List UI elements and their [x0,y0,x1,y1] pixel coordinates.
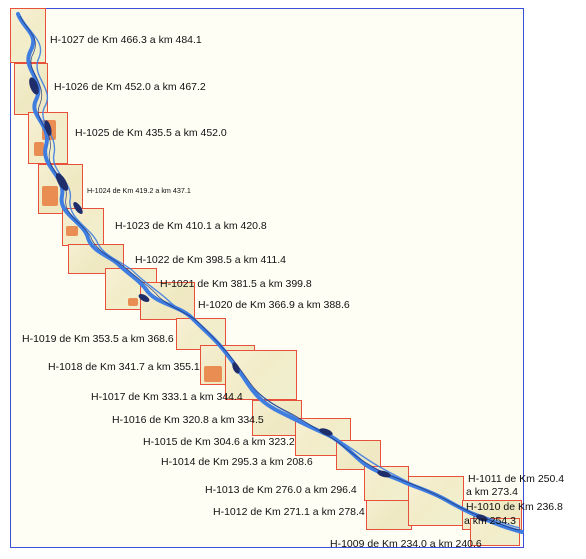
label-h1009: H-1009 de Km 234.0 a km 240.6 [330,538,482,550]
sheet-h1017[interactable] [225,350,297,400]
label-h1012: H-1012 de Km 271.1 a km 278.4 [213,506,365,518]
label-h1014: H-1014 de Km 295.3 a km 208.6 [161,456,313,468]
label-h1016: H-1016 de Km 320.8 a km 334.5 [112,414,264,426]
label-h1025: H-1025 de Km 435.5 a km 452.0 [75,127,227,139]
river-secondary-channel [21,19,521,529]
urban-area [128,298,138,306]
island [377,470,391,478]
label-h1026: H-1026 de Km 452.0 a km 467.2 [54,81,206,93]
label-h1022: H-1022 de Km 398.5 a km 411.4 [135,254,286,266]
label-h1017: H-1017 de Km 333.1 a km 344.4 [91,391,243,403]
island [73,202,83,214]
label-h1010-line1: H-1010 de Km 236.8 [466,501,563,513]
label-h1011-line1: H-1011 de Km 250.4 [468,473,565,485]
label-h1024: H-1024 de Km 419.2 a km 437.1 [87,186,191,195]
urban-area [34,142,44,156]
label-h1019: H-1019 de Km 353.5 a km 368.6 [22,333,174,345]
island [44,120,52,136]
urban-area [66,226,78,236]
label-h1015: H-1015 de Km 304.6 a km 323.2 [143,436,295,448]
label-h1013: H-1013 de Km 276.0 a km 296.4 [205,484,357,496]
label-h1023: H-1023 de Km 410.1 a km 420.8 [115,220,267,232]
island [232,362,240,374]
label-h1011-line2: a km 273.4 [466,486,518,498]
island [319,428,333,436]
urban-area [42,186,58,206]
label-h1010-line2: a km 254.3 [464,515,516,527]
label-h1027: H-1027 de Km 466.3 a km 484.1 [50,34,202,46]
sheet-h1012[interactable] [366,500,412,530]
thalweg-line [19,15,521,531]
label-h1021: H-1021 de Km 381.5 a km 399.8 [160,278,312,290]
island [138,294,150,302]
island [55,173,69,191]
urban-area [204,366,222,382]
island [29,77,39,95]
map-frame [10,8,524,548]
label-h1020: H-1020 de Km 366.9 a km 388.6 [198,299,350,311]
island [476,514,488,522]
label-h1018: H-1018 de Km 341.7 a km 355.1 [48,361,200,373]
